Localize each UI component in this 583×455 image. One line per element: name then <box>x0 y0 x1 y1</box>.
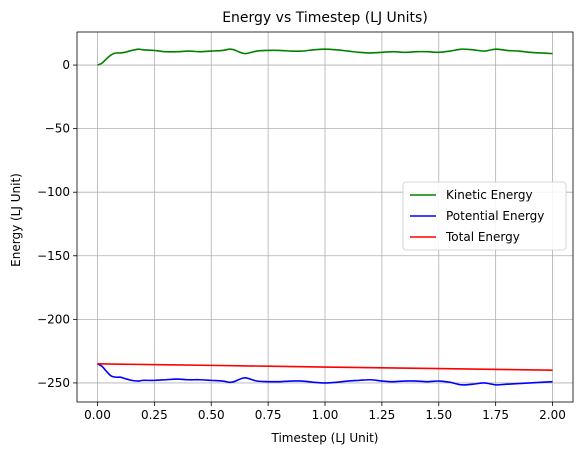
y-axis-label: Energy (LJ Unit) <box>9 173 23 267</box>
total-energy-line <box>97 363 553 372</box>
y-axis-ticks: −250 −200 −150 −100 −50 0 <box>37 58 77 390</box>
y-tick-label: −100 <box>37 185 70 199</box>
legend-label-potential-energy: Potential Energy <box>446 209 544 223</box>
x-axis-ticks: 0.00 0.25 0.50 0.75 1.00 1.25 1.50 1.75 2.00 <box>84 402 566 422</box>
potential-energy-line <box>97 363 553 386</box>
x-tick-label: 2.00 <box>539 408 566 422</box>
chart-title: Energy vs Timestep (LJ Units) <box>222 10 428 26</box>
legend-label-total-energy: Total Energy <box>445 230 520 244</box>
x-tick-label: 1.50 <box>425 408 452 422</box>
x-tick-label: 1.00 <box>312 408 339 422</box>
legend: Kinetic Energy Potential Energy Total Ener… <box>402 181 567 251</box>
x-tick-label: 1.25 <box>369 408 396 422</box>
x-tick-label: 0.25 <box>141 408 168 422</box>
x-tick-label: 0.75 <box>255 408 282 422</box>
legend-label-kinetic-energy: Kinetic Energy <box>446 188 533 202</box>
x-tick-label: 1.75 <box>482 408 509 422</box>
y-tick-label: −150 <box>37 249 70 263</box>
y-tick-label: −50 <box>45 122 70 136</box>
legend-box <box>402 181 567 251</box>
y-tick-label: −250 <box>37 376 70 390</box>
kinetic-energy-line <box>97 48 553 66</box>
x-tick-label: 0.00 <box>84 408 111 422</box>
x-axis-label: Timestep (LJ Unit) <box>271 431 379 445</box>
y-tick-label: 0 <box>62 58 70 72</box>
x-tick-label: 0.50 <box>198 408 225 422</box>
y-tick-label: −200 <box>37 312 70 326</box>
series-lines <box>97 48 553 386</box>
